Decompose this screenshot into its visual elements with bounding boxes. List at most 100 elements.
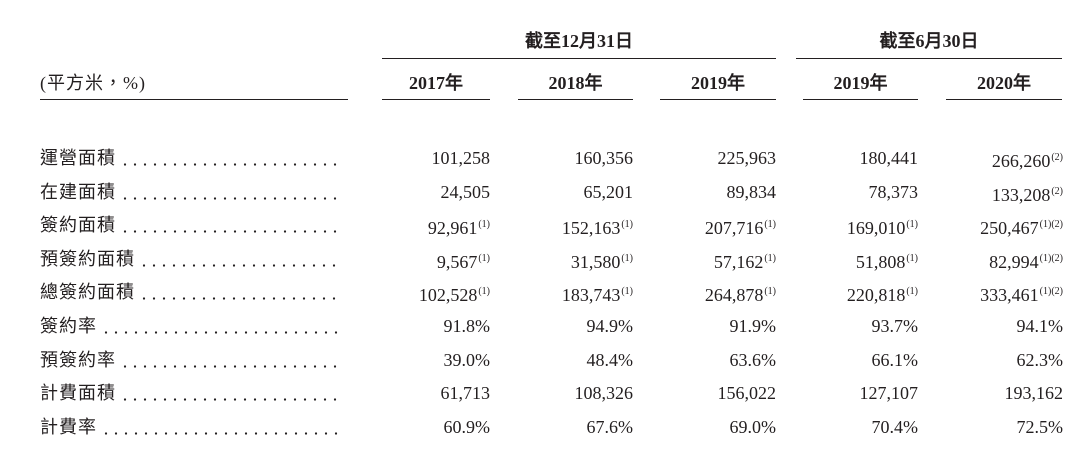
cell-value: 207,716 — [704, 218, 764, 239]
cell: 57,162(1) — [714, 248, 776, 273]
footnote-ref: (1) — [621, 219, 633, 231]
cell: 94.1% — [1016, 316, 1064, 336]
footnote-ref: (1) — [478, 219, 490, 231]
group-rule — [796, 58, 1062, 59]
column-rule — [660, 99, 776, 100]
cell: 266,260(2) — [992, 147, 1063, 172]
row-label: 計費率 — [40, 416, 97, 437]
cell-value: 133,208 — [991, 184, 1051, 205]
column-header: 2017年 — [409, 73, 463, 93]
column-header: 2019年 — [833, 73, 888, 93]
cell: 24,505 — [440, 181, 491, 202]
footnote-ref: (1) — [906, 286, 918, 298]
cell: 91.8% — [443, 316, 491, 336]
group-header: 截至12月31日 — [525, 31, 633, 51]
cell: 152,163(1) — [562, 214, 633, 239]
cell: 127,107 — [859, 383, 919, 404]
cell: 225,963 — [717, 148, 777, 168]
cell: 102,528(1) — [419, 281, 490, 306]
cell: 61,713 — [440, 383, 491, 404]
unit-label: (平方米，%) — [40, 73, 146, 93]
leader-dots — [120, 196, 340, 200]
cell: 193,162 — [1004, 383, 1064, 404]
cell: 62.3% — [1016, 349, 1064, 370]
column-header: 2020年 — [977, 73, 1031, 93]
footnote-ref: (1) — [764, 286, 776, 298]
footnote-ref: (1)(2) — [1039, 219, 1063, 231]
cell: 66.1% — [871, 349, 919, 370]
cell: 92,961(1) — [428, 214, 490, 239]
cell-value: 333,461 — [980, 285, 1039, 306]
row-label: 簽約面積 — [40, 215, 116, 236]
group-rule — [382, 58, 776, 59]
cell: 108,326 — [574, 383, 634, 404]
cell: 264,878(1) — [705, 281, 776, 306]
leader-dots — [101, 431, 340, 435]
cell-value: 220,818 — [846, 285, 906, 306]
cell: 89,834 — [726, 181, 777, 202]
leader-dots — [139, 297, 340, 301]
cell: 94.9% — [586, 316, 634, 336]
cell: 156,022 — [717, 383, 777, 404]
cell: 51,808(1) — [856, 248, 918, 273]
cell: 60.9% — [443, 416, 491, 437]
footnote-ref: (1) — [906, 219, 918, 231]
cell: 63.6% — [729, 349, 777, 370]
column-header: 2018年 — [548, 73, 603, 93]
cell: 183,743(1) — [562, 281, 633, 306]
leader-dots — [120, 230, 340, 234]
cell: 333,461(1)(2) — [980, 281, 1063, 306]
cell: 65,201 — [583, 181, 634, 202]
column-header: 2019年 — [691, 73, 745, 93]
column-rule — [518, 99, 633, 100]
cell: 67.6% — [586, 416, 634, 437]
leader-dots — [101, 331, 340, 334]
leader-dots — [120, 364, 340, 368]
header-rule — [40, 99, 348, 100]
cell-value: 31,580 — [570, 251, 621, 272]
column-rule — [382, 99, 490, 100]
cell: 169,010(1) — [847, 214, 918, 239]
cell: 250,467(1)(2) — [980, 214, 1063, 239]
leader-dots — [139, 263, 340, 267]
footnote-ref: (1) — [764, 252, 776, 264]
row-label: 預簽約率 — [40, 349, 116, 370]
footnote-ref: (1) — [621, 286, 633, 298]
cell-value: 152,163 — [561, 218, 621, 239]
row-label: 簽約率 — [40, 316, 97, 336]
cell: 48.4% — [586, 349, 634, 370]
footnote-ref: (1) — [906, 252, 918, 264]
row-label: 運營面積 — [40, 148, 116, 168]
cell: 93.7% — [871, 316, 919, 336]
row-label: 計費面積 — [40, 383, 116, 404]
column-rule — [946, 99, 1062, 100]
cell-value: 169,010 — [846, 218, 906, 239]
cell: 133,208(2) — [992, 181, 1063, 206]
leader-dots — [120, 163, 340, 166]
cell-value: 9,567 — [436, 251, 478, 272]
cell-value: 92,961 — [427, 218, 478, 239]
footnote-ref: (1)(2) — [1039, 286, 1063, 298]
cell: 220,818(1) — [847, 281, 918, 306]
cell: 70.4% — [871, 416, 919, 437]
cell-value: 82,994 — [989, 251, 1039, 272]
cell: 78,373 — [868, 181, 919, 202]
cell: 180,441 — [859, 148, 919, 168]
cell-value: 266,260 — [991, 151, 1051, 171]
cell: 160,356 — [574, 148, 634, 168]
footnote-ref: (1) — [621, 252, 633, 264]
cell-value: 183,743 — [561, 285, 621, 306]
row-label: 在建面積 — [40, 181, 116, 202]
group-header: 截至6月30日 — [879, 31, 979, 51]
footnote-ref: (1) — [478, 252, 490, 264]
cell: 207,716(1) — [705, 214, 776, 239]
cell: 39.0% — [443, 349, 491, 370]
cell-value: 250,467 — [980, 218, 1039, 239]
row-label: 總簽約面積 — [40, 282, 135, 303]
footnote-ref: (1)(2) — [1039, 252, 1063, 264]
leader-dots — [120, 398, 340, 402]
cell: 69.0% — [729, 416, 777, 437]
column-rule — [803, 99, 918, 100]
cell: 82,994(1)(2) — [989, 248, 1063, 273]
